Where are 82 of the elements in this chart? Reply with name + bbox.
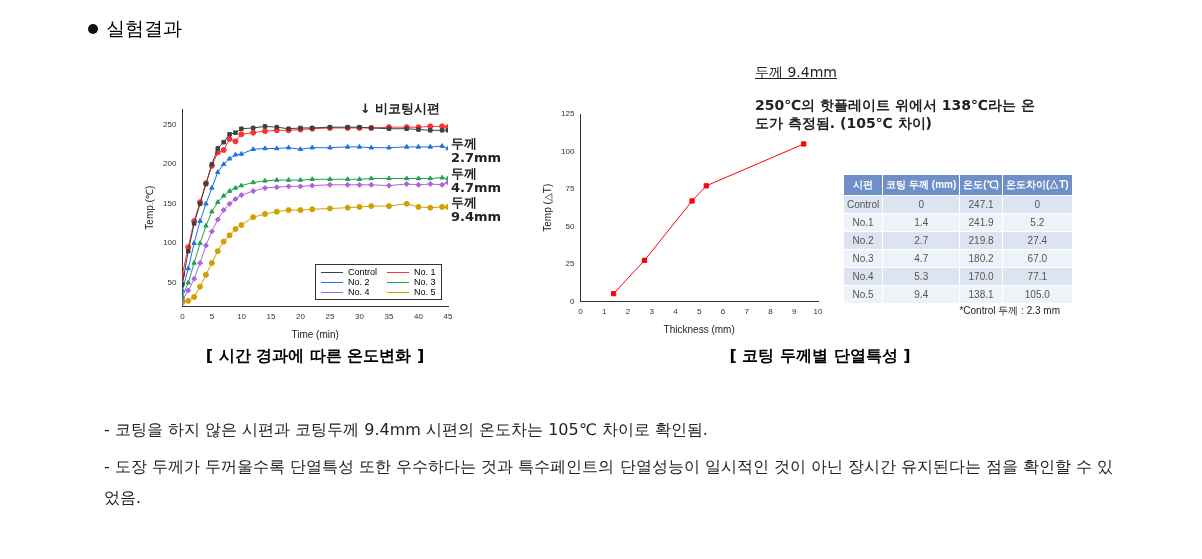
text: 138.1: [968, 289, 994, 300]
legend-label: Control: [348, 267, 378, 278]
x-tick-label: 15: [266, 312, 276, 322]
chart-title: 실험결과: [106, 16, 182, 41]
x-tick-label: 35: [384, 312, 394, 322]
x-tick-label: 6: [720, 307, 726, 317]
x-tick-label: 5: [696, 307, 702, 317]
x-tick-label: 45: [443, 312, 453, 322]
x-tick-label: 5: [209, 312, 215, 322]
y-axis-title: Temp (△T): [541, 183, 553, 232]
x-tick-label: 0: [180, 312, 186, 322]
text: 두께 9.4mm: [755, 64, 838, 82]
x-axis-title: Time (min): [291, 328, 339, 340]
y-tick-label: 0: [569, 296, 575, 306]
text: 4.7: [914, 253, 929, 264]
x-tick-label: 25: [325, 312, 335, 322]
text: - 도장 두께가 두꺼울수록 단열특성 또한 우수하다는 것과 특수페인트의 단열성능이 일시적인 것이 아닌 장시간 유지된다는 점을 확인할 수 있었음.: [104, 456, 1115, 509]
text: 두께 9.4mm: [451, 195, 503, 224]
text: Control: [847, 199, 880, 210]
y-tick-label: 50: [565, 221, 575, 231]
x-tick-label: 40: [414, 312, 424, 322]
category-label: 온도(℃): [960, 175, 1002, 195]
x-tick-label: 10: [813, 307, 823, 317]
y-tick-label: 100: [162, 238, 177, 248]
text: [ 코팅 두께별 단열특성 ]: [728, 346, 912, 367]
text: *Control 두께 : 2.3 mm: [958, 304, 1060, 318]
text: No.5: [852, 289, 874, 300]
y-tick-label: 125: [560, 109, 575, 119]
x-axis-title: Thickness (mm): [663, 323, 735, 335]
annotation: ↓ 비코팅시편: [360, 100, 442, 118]
category-label: 온도차이(△T): [1002, 175, 1072, 195]
text: 241.9: [968, 217, 994, 228]
y-tick-label: 50: [167, 277, 177, 287]
text: No.3: [852, 253, 874, 264]
category-label: 코팅 두께 (mm): [883, 175, 960, 195]
x-tick-label: 1: [601, 307, 607, 317]
text: [ 시간 경과에 따른 온도변화 ]: [204, 346, 426, 367]
text: 105.0: [1024, 289, 1050, 300]
x-tick-label: 8: [768, 307, 774, 317]
legend-label: No. 5: [414, 287, 436, 298]
legend-label: No. 3: [414, 277, 436, 288]
text: 247.1: [968, 199, 994, 210]
text: 1.4: [914, 217, 929, 228]
text: 5.3: [914, 271, 929, 282]
text: 180.2: [968, 253, 994, 264]
x-tick-label: 10: [236, 312, 247, 322]
text: 219.8: [968, 235, 994, 246]
y-tick-label: 150: [162, 198, 177, 208]
x-tick-label: 9: [792, 307, 798, 317]
text: No.4: [852, 271, 874, 282]
text: 0: [1034, 199, 1041, 210]
category-label: 시편: [844, 175, 883, 195]
text: 77.1: [1027, 271, 1048, 282]
y-tick-label: 100: [560, 146, 575, 156]
y-axis-title: Temp.(℃): [143, 185, 155, 230]
text: 두께 4.7mm: [451, 166, 503, 195]
text: - 코팅을 하지 않은 시편과 코팅두께 9.4mm 시편의 온도차는 105℃ 차이로 확인됨.: [104, 420, 709, 441]
text: No.2: [852, 235, 874, 246]
x-tick-label: 30: [355, 312, 365, 322]
y-tick-label: 25: [565, 259, 575, 269]
legend-label: No. 2: [348, 277, 370, 288]
y-tick-label: 200: [162, 159, 177, 169]
x-tick-label: 2: [625, 307, 631, 317]
text: 67.0: [1027, 253, 1048, 264]
text: 두께 2.7mm: [451, 136, 503, 165]
x-tick-label: 3: [649, 307, 655, 317]
text: 170.0: [968, 271, 994, 282]
x-tick-label: 20: [295, 312, 306, 322]
x-tick-label: 7: [744, 307, 750, 317]
text: 0: [918, 199, 925, 210]
x-tick-label: 4: [673, 307, 679, 317]
text: 2.7: [914, 235, 929, 246]
legend-label: No. 1: [414, 267, 436, 278]
text: 9.4: [914, 289, 929, 300]
legend-label: No. 4: [348, 287, 370, 298]
y-tick-label: 75: [565, 184, 575, 194]
text: 5.2: [1030, 217, 1045, 228]
y-tick-label: 250: [162, 120, 177, 129]
text: 27.4: [1027, 235, 1048, 246]
x-tick-label: 0: [578, 307, 584, 317]
text: No.1: [852, 217, 874, 228]
annotation: 250℃의 핫플레이트 위에서 138℃라는 온도가 측정됨. (105℃ 차이): [755, 97, 1036, 133]
